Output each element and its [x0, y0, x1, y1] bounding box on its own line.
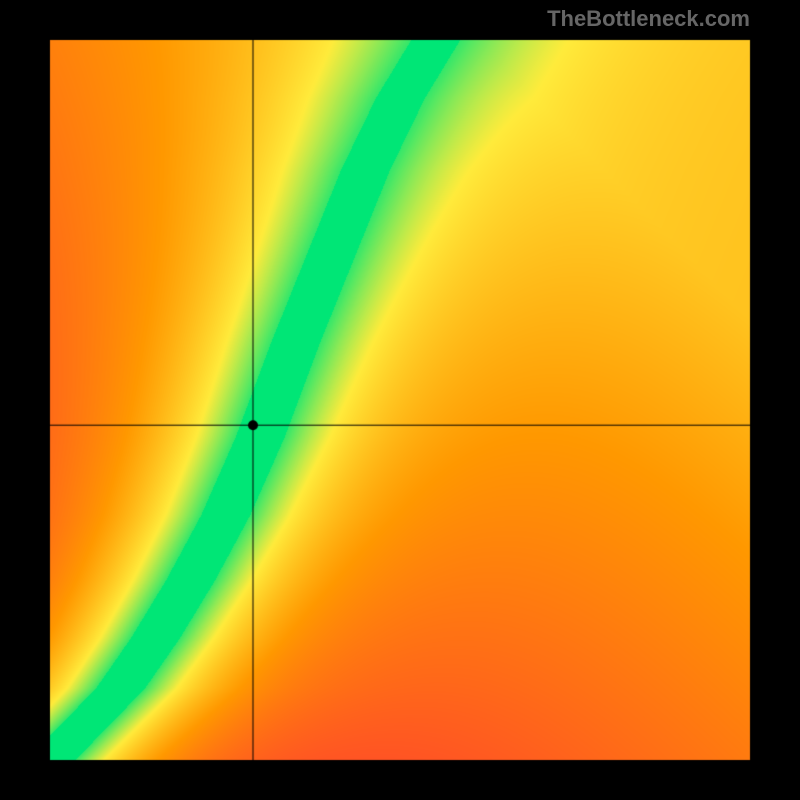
watermark-text: TheBottleneck.com: [547, 6, 750, 32]
chart-container: TheBottleneck.com: [0, 0, 800, 800]
bottleneck-heatmap: [0, 0, 800, 800]
